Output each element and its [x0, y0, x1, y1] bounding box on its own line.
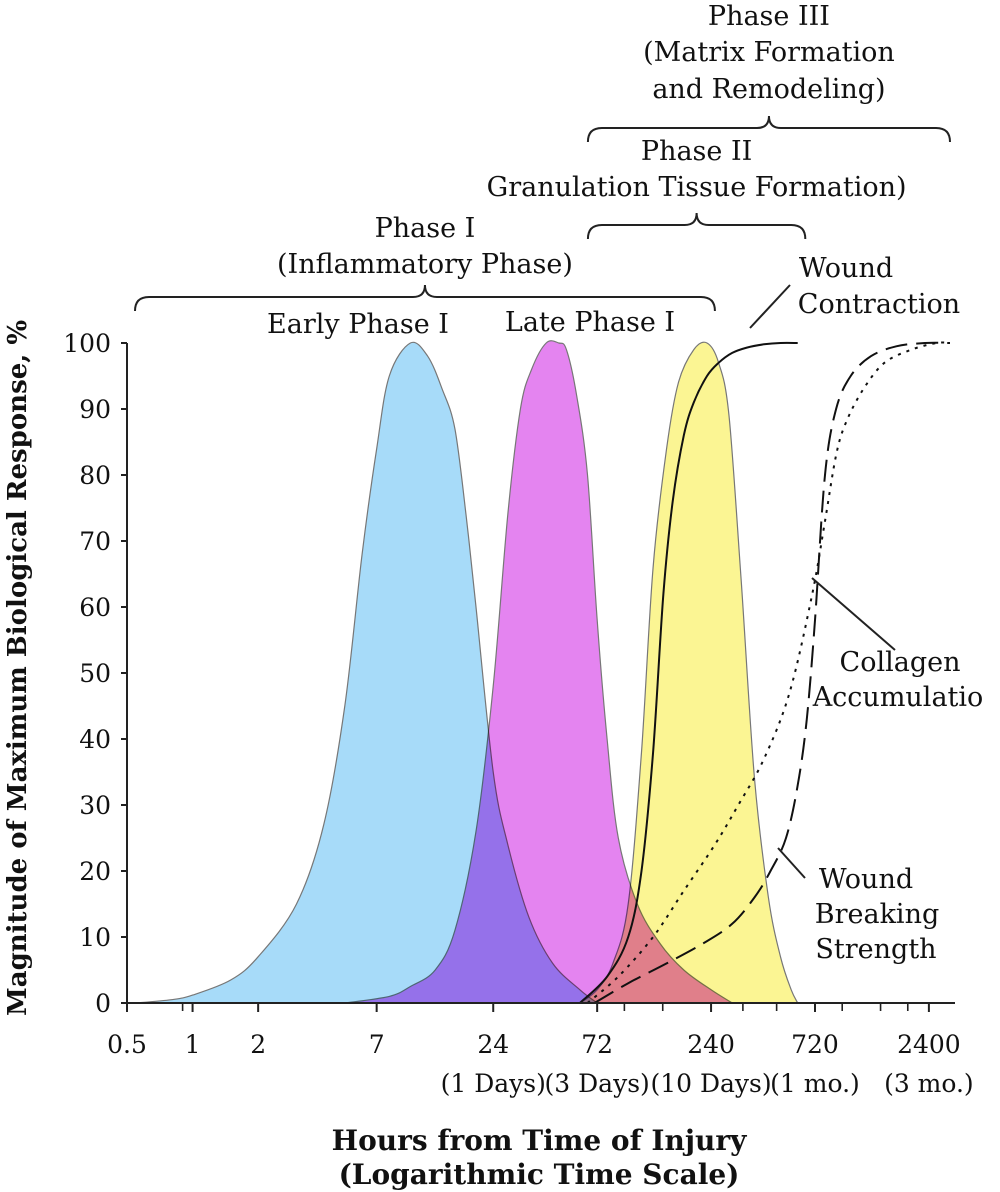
collagen-label-1: Collagen — [840, 647, 961, 678]
wound-contraction-label-2: Contraction — [798, 289, 960, 320]
breaking-strength-leader — [777, 847, 806, 879]
y-tick-label: 10 — [79, 923, 111, 952]
phase-3-label: and Remodeling) — [652, 74, 885, 105]
phase-1-bracket — [134, 284, 716, 312]
x-tick-label: 7 — [369, 1030, 385, 1059]
y-tick-label: 30 — [79, 791, 111, 820]
y-tick-label: 80 — [79, 461, 111, 490]
y-tick-labels: 0 10 20 30 40 50 60 70 80 90 100 — [63, 329, 111, 1018]
collagen-leader — [811, 577, 896, 651]
collagen-label-2: Accumulatio — [812, 682, 984, 713]
y-tick-label: 70 — [79, 527, 111, 556]
y-tick-label: 60 — [79, 593, 111, 622]
granulation-area — [578, 341, 799, 1004]
x-sub-label: (3 Days) — [545, 1069, 650, 1098]
x-tick-label: 24 — [477, 1030, 509, 1059]
phase-2-bracket — [586, 212, 807, 240]
x-axis-label-line-2: (Logarithmic Time Scale) — [339, 1158, 740, 1191]
wound-contraction-leader — [749, 284, 791, 329]
y-tick-label: 20 — [79, 857, 111, 886]
y-tick-label: 100 — [63, 329, 111, 358]
breaking-strength-label-2: Breaking — [815, 899, 940, 930]
x-sub-label: (10 Days) — [650, 1069, 771, 1098]
wound-contraction-curve — [579, 341, 798, 1004]
breaking-strength-label-1: Wound — [819, 864, 913, 895]
x-tick-label: 72 — [581, 1030, 613, 1059]
wound-contraction-label-1: Wound — [799, 253, 893, 284]
response-curves — [579, 341, 951, 1004]
y-tick-label: 90 — [79, 395, 111, 424]
phase-areas — [135, 340, 799, 1004]
y-axis-label: Magnitude of Maximum Biological Response… — [3, 320, 33, 1016]
x-axis-label-line-1: Hours from Time of Injury — [332, 1124, 747, 1157]
x-sub-label: (1 Days) — [441, 1069, 546, 1098]
phase-brackets: Phase I (Inflammatory Phase) Phase II Granu… — [134, 1, 951, 312]
x-tick-label: 2400 — [897, 1030, 961, 1059]
x-tick-label: 0.5 — [107, 1030, 147, 1059]
early-phase-label: Early Phase I — [267, 309, 449, 340]
phase-1-label: Phase I — [375, 213, 476, 244]
x-sub-label: (3 mo.) — [884, 1069, 974, 1098]
x-sub-label: (1 mo.) — [770, 1069, 860, 1098]
late-phase-label: Late Phase I — [505, 307, 675, 338]
annotations: Early Phase I Late Phase I Wound Contrac… — [267, 253, 983, 965]
x-sub-labels: (1 Days)(3 Days) (10 Days)(1 mo.) (3 mo.) — [441, 1069, 974, 1098]
phase-2-label: Granulation Tissue Formation) — [487, 172, 907, 203]
phase-3-label: (Matrix Formation — [643, 37, 895, 68]
x-tick-label: 2 — [250, 1030, 266, 1059]
phase-3-label: Phase III — [708, 1, 830, 32]
x-tick-label: 240 — [687, 1030, 735, 1059]
breaking-strength-curve — [593, 341, 951, 1004]
y-tick-label: 40 — [79, 725, 111, 754]
y-tick-label: 0 — [95, 989, 111, 1018]
phase-1-label: (Inflammatory Phase) — [277, 249, 573, 280]
x-tick-label: 1 — [185, 1030, 201, 1059]
x-tick-labels: 0.5 1 2 7 24 72 240 720 2400 — [107, 1030, 961, 1059]
y-tick-label: 50 — [79, 659, 111, 688]
phase-3-bracket — [586, 115, 951, 143]
phase-2-label: Phase II — [641, 136, 752, 167]
breaking-strength-label-3: Strength — [815, 934, 936, 965]
x-tick-label: 720 — [791, 1030, 839, 1059]
axes — [121, 342, 955, 1012]
